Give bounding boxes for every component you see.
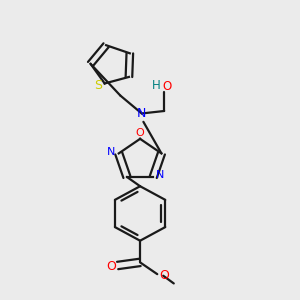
Text: H: H	[152, 79, 160, 92]
Text: S: S	[94, 79, 102, 92]
Text: N: N	[107, 147, 116, 157]
Text: N: N	[137, 107, 146, 120]
Text: O: O	[106, 260, 116, 273]
Text: O: O	[159, 269, 169, 282]
Text: O: O	[162, 80, 172, 93]
Text: O: O	[136, 128, 145, 138]
Text: N: N	[156, 170, 165, 180]
